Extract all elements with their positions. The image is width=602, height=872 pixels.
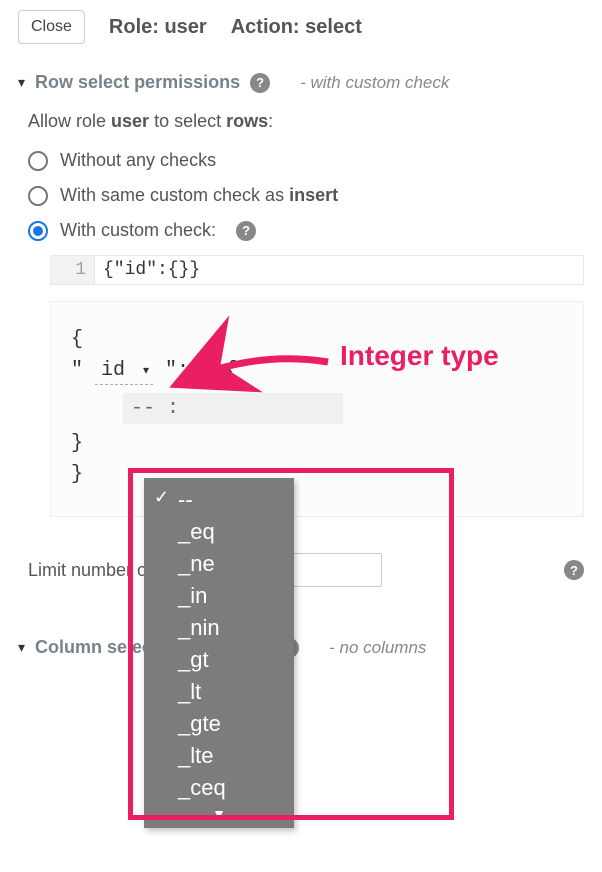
brace-close: } [71, 463, 563, 486]
dropdown-more-icon[interactable]: ▼ [144, 804, 294, 822]
close-button[interactable]: Close [18, 10, 85, 44]
radio-no-checks[interactable]: Without any checks [28, 150, 584, 171]
allow-target: rows [226, 111, 268, 131]
allow-prefix: Allow role [28, 111, 111, 131]
code-editor[interactable]: 1 {"id":{}} [50, 255, 584, 285]
dropdown-item[interactable]: _ceq [144, 772, 294, 804]
radio-label: With same custom check as insert [60, 185, 338, 206]
row-section-note: - with custom check [300, 73, 449, 93]
help-icon[interactable]: ? [564, 560, 584, 580]
expression-builder: { " id ▾ ": { -- : } } [50, 301, 584, 517]
radio-group: Without any checks With same custom chec… [28, 150, 584, 241]
allow-line: Allow role user to select rows: [28, 111, 584, 132]
action-value: select [305, 16, 362, 38]
row-section-header: ▾ Row select permissions ? - with custom… [18, 72, 584, 93]
radio-icon[interactable] [28, 186, 48, 206]
radio-icon[interactable] [28, 151, 48, 171]
line-number: 1 [51, 256, 95, 284]
column-section-header: ▾ Column select permissions ? - no colum… [18, 637, 584, 658]
allow-role: user [111, 111, 149, 131]
key-row: " id ▾ ": { [71, 359, 563, 385]
quote: ": [153, 359, 189, 382]
key-value: id [101, 359, 125, 382]
radio-label-bold: insert [289, 185, 338, 205]
chevron-down-icon[interactable]: ▾ [18, 74, 25, 91]
dropdown-item[interactable]: _gte [144, 708, 294, 740]
code-line: 1 {"id":{}} [51, 256, 583, 284]
help-icon[interactable]: ? [279, 638, 299, 658]
code-text[interactable]: {"id":{}} [95, 256, 583, 284]
radio-icon[interactable] [28, 221, 48, 241]
dropdown-item[interactable]: _lt [144, 676, 294, 708]
key-select[interactable]: id ▾ [95, 359, 153, 385]
radio-label: With custom check: [60, 220, 216, 241]
dropdown-item[interactable]: _eq [144, 516, 294, 548]
quote: " [71, 359, 95, 382]
column-section-title[interactable]: Column select permissions [35, 637, 269, 658]
action-label: Action: [231, 16, 300, 38]
dropdown-item[interactable]: _lte [144, 740, 294, 772]
row-section-title[interactable]: Row select permissions [35, 72, 240, 93]
brace: { [225, 359, 237, 382]
allow-suffix: : [268, 111, 273, 131]
brace-close-inner: } [71, 432, 563, 455]
role-label: Role: [109, 16, 159, 38]
radio-label: Without any checks [60, 150, 216, 171]
operator-select[interactable]: -- : [123, 393, 343, 424]
column-section-note: - no columns [329, 638, 426, 658]
chevron-down-icon: ▾ [143, 363, 149, 378]
role-value: user [164, 16, 206, 38]
radio-same-as-insert[interactable]: With same custom check as insert [28, 185, 584, 206]
limit-label: Limit number of rows: [28, 560, 200, 581]
allow-mid: to select [149, 111, 226, 131]
value-row: -- : [123, 393, 563, 424]
limit-input[interactable] [212, 553, 382, 587]
limit-row: Limit number of rows: ? [28, 553, 584, 587]
radio-label-pre: With same custom check as [60, 185, 289, 205]
help-icon[interactable]: ? [236, 221, 256, 241]
radio-custom-check[interactable]: With custom check: ? [28, 220, 584, 241]
help-icon[interactable]: ? [250, 73, 270, 93]
chevron-down-icon[interactable]: ▾ [18, 639, 25, 656]
role-header: Role: user [109, 16, 207, 39]
action-header: Action: select [231, 16, 362, 39]
top-bar: Close Role: user Action: select [18, 10, 584, 44]
brace-open: { [71, 328, 563, 351]
